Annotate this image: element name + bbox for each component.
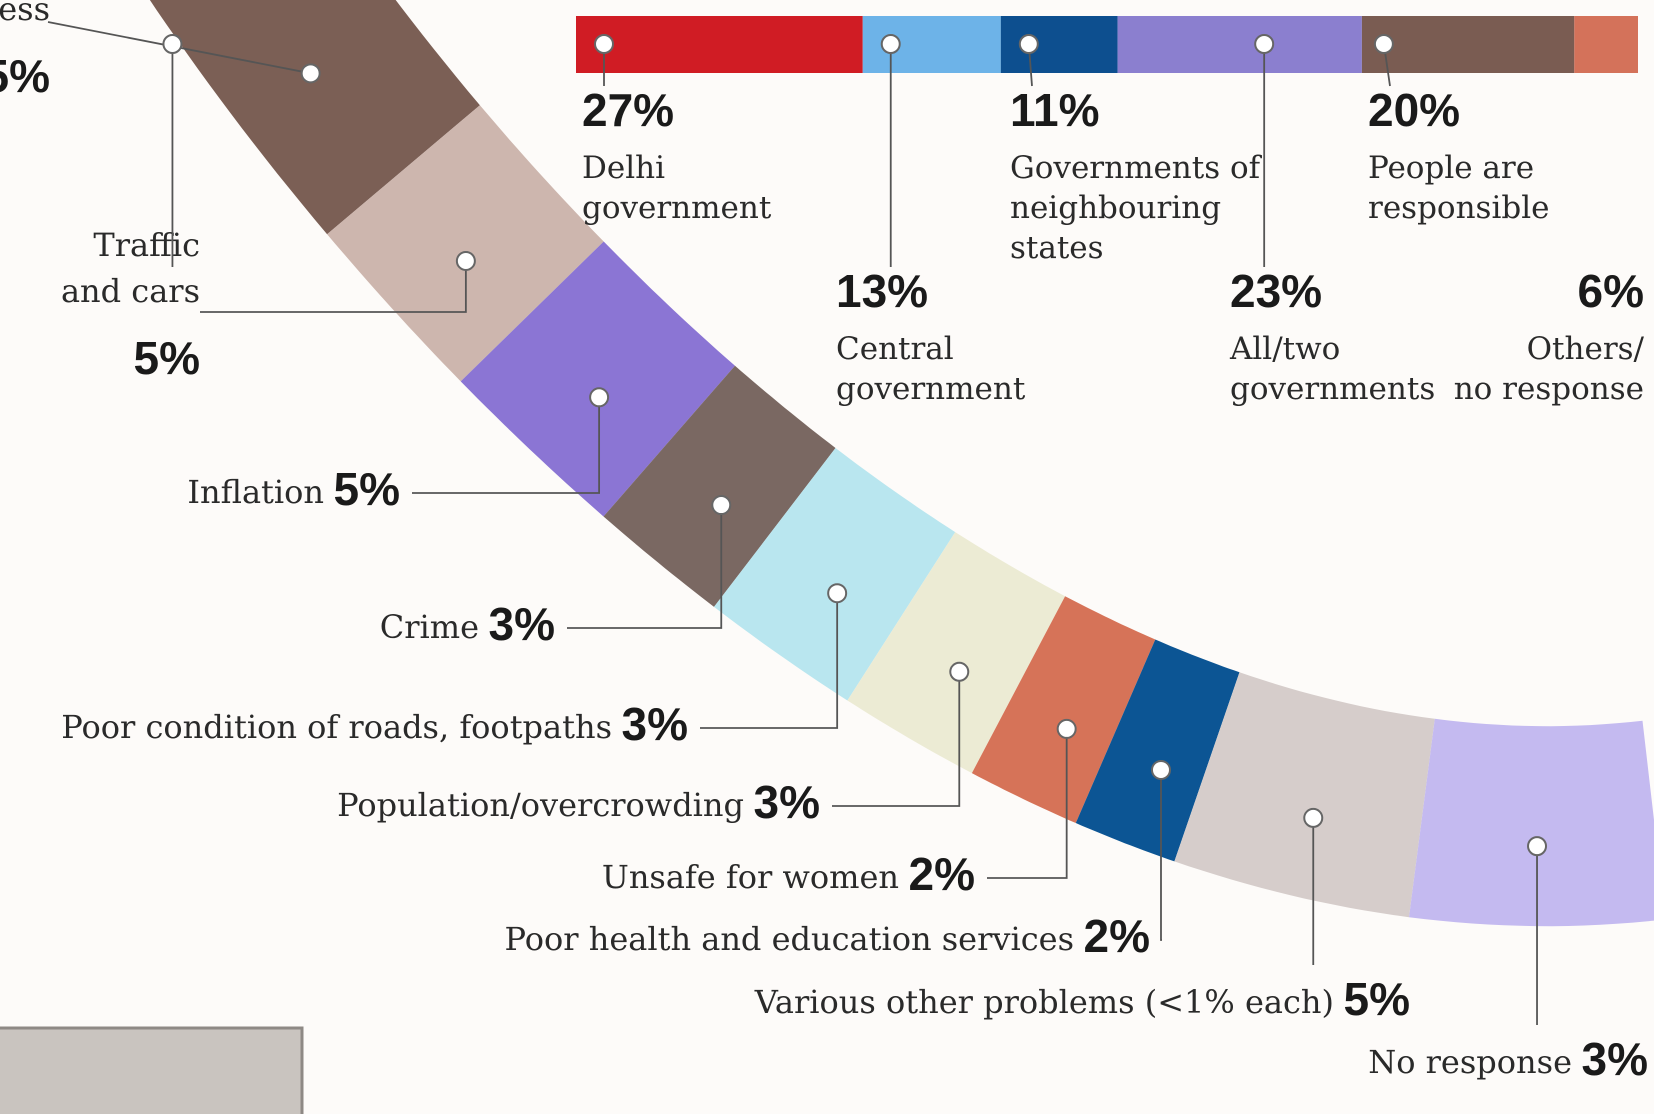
problem-category: Traffic and cars <box>61 226 200 310</box>
problem-category: Inflation <box>187 473 324 511</box>
responsibility-category: Central government <box>836 331 1026 407</box>
problem-category: Various other problems (<1% each) <box>754 983 1334 1021</box>
responsibility-category: Governments of neighbouring states <box>1010 150 1263 266</box>
leader-line <box>1160 769 1162 941</box>
problem-value: 5% <box>134 332 200 384</box>
problem-segment <box>971 596 1156 823</box>
marker-dot <box>1373 34 1394 54</box>
responsibility-category: Others/no response <box>1454 331 1645 407</box>
responsibility-value: 23% <box>1230 265 1322 317</box>
problem-category: k ofess <box>0 0 52 28</box>
problem-value: 2% <box>1084 910 1150 962</box>
problem-segment <box>603 365 836 607</box>
problem-category: Poor health and education services <box>505 920 1075 958</box>
marker-dot <box>711 495 732 516</box>
problem-value: 5% <box>1344 973 1410 1025</box>
responsibility-category: All/two governments <box>1229 331 1435 407</box>
marker-dot <box>162 34 183 54</box>
problem-category: Unsafe for women <box>602 858 899 896</box>
problem-segment <box>1174 672 1435 918</box>
problem-segment <box>1409 718 1654 927</box>
responsibility-value: 6% <box>1578 265 1644 317</box>
leader-line <box>700 593 839 729</box>
problem-value: 3% <box>622 698 688 750</box>
responsibility-value: 20% <box>1368 84 1460 136</box>
problem-value: 2% <box>909 848 975 900</box>
marker-dot <box>827 583 848 604</box>
marker-dot <box>880 34 901 54</box>
problem-value: 3% <box>489 598 555 650</box>
problem-segment <box>1075 639 1240 862</box>
responsibility-segment <box>576 16 863 73</box>
problem-value: 3% <box>754 776 820 828</box>
leader-line <box>987 728 1068 879</box>
responsibility-segment <box>1000 16 1118 73</box>
responsibility-value: 11% <box>1010 84 1100 136</box>
problem-value: 5% <box>0 50 50 102</box>
problem-category: Crime <box>380 608 479 646</box>
problem-category: No response <box>1368 1043 1572 1081</box>
marker-dot <box>455 250 476 271</box>
marker-dot <box>589 387 610 408</box>
leader-line <box>832 671 961 807</box>
responsibility-segment <box>1574 16 1638 73</box>
leader-line <box>567 505 723 629</box>
responsibility-segment <box>1361 16 1575 73</box>
inset-box <box>0 1026 304 1114</box>
problem-segment <box>714 448 956 701</box>
marker-dot <box>300 63 321 84</box>
leader-line <box>200 260 467 313</box>
responsibility-category: People are responsible <box>1368 150 1549 226</box>
marker-dot <box>1150 759 1171 780</box>
problem-segment <box>847 532 1066 774</box>
marker-dot <box>1527 836 1548 857</box>
leader-line <box>412 397 601 494</box>
responsibility-value: 13% <box>836 265 928 317</box>
responsibility-category: Delhi government <box>582 150 772 226</box>
problem-segment <box>460 241 735 517</box>
marker-dot <box>1303 807 1324 828</box>
responsibility-labels: 27% Delhi government 13% Central government 11… <box>162 34 1645 407</box>
problem-category: Population/overcrowding <box>337 786 744 824</box>
responsibility-segment <box>1117 16 1362 73</box>
marker-dot <box>1056 718 1077 739</box>
marker-dot <box>1254 34 1275 54</box>
responsibility-value: 27% <box>582 84 674 136</box>
responsibility-bar <box>576 16 1638 73</box>
marker-dot <box>594 34 614 54</box>
problem-value: 3% <box>1582 1033 1648 1085</box>
problem-value: 5% <box>334 463 400 515</box>
marker-dot <box>949 661 970 682</box>
problem-category: Poor condition of roads, footpaths <box>61 708 612 746</box>
problems-band <box>149 0 1654 927</box>
marker-dot <box>1018 34 1039 54</box>
